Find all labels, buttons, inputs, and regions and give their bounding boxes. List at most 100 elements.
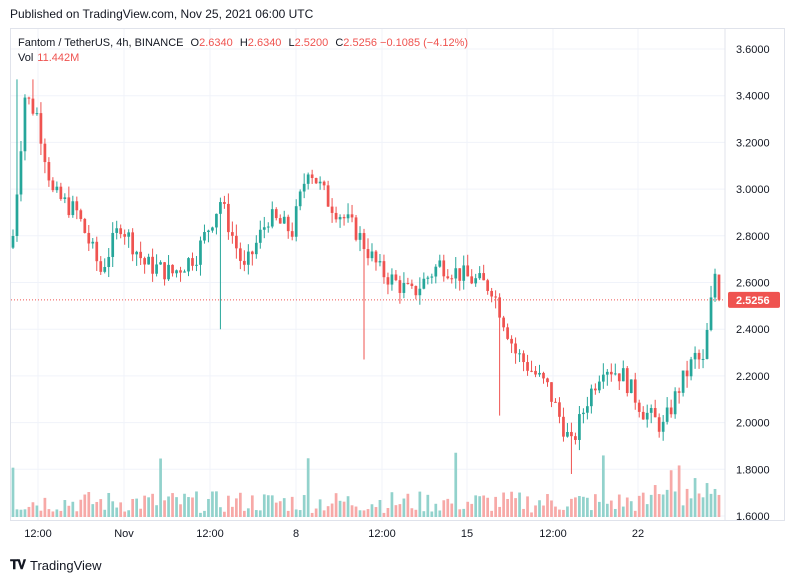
volume-bar bbox=[155, 505, 158, 517]
candle-body bbox=[290, 231, 294, 237]
candle-body bbox=[466, 265, 470, 277]
candle-body bbox=[306, 174, 310, 184]
volume-bar bbox=[147, 497, 150, 517]
candle-body bbox=[350, 214, 354, 218]
candle-body bbox=[386, 277, 390, 285]
candle-body bbox=[227, 203, 230, 233]
candle-body bbox=[318, 181, 322, 184]
candle-body bbox=[27, 97, 31, 99]
candle-body bbox=[47, 162, 51, 181]
volume-bar bbox=[238, 492, 242, 517]
volume-bar bbox=[231, 506, 234, 517]
candle-body bbox=[693, 352, 697, 360]
volume-bar bbox=[470, 503, 474, 517]
candle-body bbox=[219, 202, 222, 214]
volume-bar bbox=[474, 495, 478, 517]
candle-body bbox=[235, 235, 238, 249]
volume-bar bbox=[123, 511, 127, 517]
candle-body bbox=[302, 183, 306, 192]
volume-bar bbox=[27, 506, 31, 517]
volume-bar bbox=[502, 492, 505, 517]
y-tick-label: 3.0000 bbox=[736, 184, 770, 196]
volume-bar bbox=[693, 478, 697, 517]
volume-bar bbox=[310, 512, 314, 517]
volume-bar bbox=[689, 498, 693, 517]
candle-body bbox=[398, 280, 402, 293]
candle-body bbox=[625, 368, 629, 394]
volume-bar bbox=[219, 507, 222, 517]
volume-bar bbox=[67, 505, 71, 517]
volume-bar bbox=[223, 511, 226, 517]
candle-body bbox=[494, 296, 497, 298]
volume-bar bbox=[39, 510, 43, 517]
footer-brand[interactable]: 𝐓𝐕 TradingView bbox=[10, 557, 102, 573]
candle-body bbox=[593, 388, 597, 391]
candle-body bbox=[502, 317, 505, 328]
low-value: 2.5200 bbox=[294, 37, 329, 49]
volume-bar bbox=[665, 489, 669, 517]
volume-bar bbox=[601, 455, 605, 517]
volume-bar bbox=[286, 510, 290, 517]
volume-bar bbox=[83, 494, 87, 517]
volume-bar bbox=[143, 495, 146, 517]
volume-bar bbox=[498, 506, 501, 517]
volume-bar bbox=[131, 498, 135, 517]
volume-bar bbox=[482, 495, 486, 517]
volume-value: 11.442M bbox=[37, 52, 80, 64]
volume-bar bbox=[43, 497, 47, 517]
candle-body bbox=[506, 327, 509, 339]
volume-bar bbox=[586, 497, 589, 517]
volume-bar bbox=[438, 510, 442, 517]
volume-bar bbox=[625, 497, 629, 517]
candle-body bbox=[147, 256, 150, 265]
candle-body bbox=[250, 251, 254, 255]
candle-body bbox=[231, 232, 234, 236]
volume-bar bbox=[235, 498, 238, 517]
volume-bar bbox=[649, 494, 653, 517]
volume-bar bbox=[19, 509, 23, 517]
open-label: O bbox=[190, 37, 200, 49]
candle-body bbox=[534, 370, 537, 375]
volume-bar bbox=[191, 497, 194, 517]
candle-body bbox=[23, 97, 27, 152]
candle-body bbox=[119, 228, 123, 235]
volume-bar bbox=[641, 492, 645, 517]
candle-body bbox=[338, 217, 342, 220]
volume-bar bbox=[254, 510, 258, 517]
volume-bar bbox=[159, 458, 162, 517]
volume-bar bbox=[514, 498, 517, 517]
candle-body bbox=[59, 186, 63, 200]
x-tick-label: 12:00 bbox=[24, 528, 52, 540]
y-tick-label: 2.2000 bbox=[736, 371, 770, 383]
volume-bar bbox=[677, 465, 681, 517]
candle-body bbox=[418, 288, 422, 296]
volume-bar bbox=[199, 512, 202, 517]
candle-body bbox=[111, 232, 115, 257]
volume-bar bbox=[661, 494, 665, 517]
volume-bar bbox=[79, 499, 83, 517]
candle-body bbox=[334, 212, 338, 220]
volume-bar bbox=[534, 505, 537, 517]
candle-body bbox=[83, 218, 87, 233]
volume-bar bbox=[574, 497, 577, 517]
volume-bar bbox=[609, 500, 613, 517]
volume-bar bbox=[590, 510, 593, 517]
volume-bar bbox=[326, 506, 330, 517]
candle-body bbox=[211, 227, 214, 231]
volume-bar bbox=[346, 496, 350, 517]
x-tick-label: Nov bbox=[114, 528, 134, 540]
candle-body bbox=[91, 241, 95, 244]
candle-body bbox=[207, 230, 210, 233]
candle-body bbox=[661, 421, 665, 432]
y-tick-label: 1.8000 bbox=[736, 464, 770, 476]
volume-bar bbox=[681, 505, 685, 517]
last-price-label: 2.5256 bbox=[736, 295, 770, 307]
volume-bar bbox=[454, 452, 458, 517]
candle-body bbox=[570, 432, 573, 437]
volume-bar bbox=[215, 491, 218, 517]
volume-bar bbox=[71, 501, 75, 517]
candle-body bbox=[705, 329, 709, 359]
volume-bar bbox=[334, 493, 338, 517]
volume-bar bbox=[55, 509, 59, 517]
